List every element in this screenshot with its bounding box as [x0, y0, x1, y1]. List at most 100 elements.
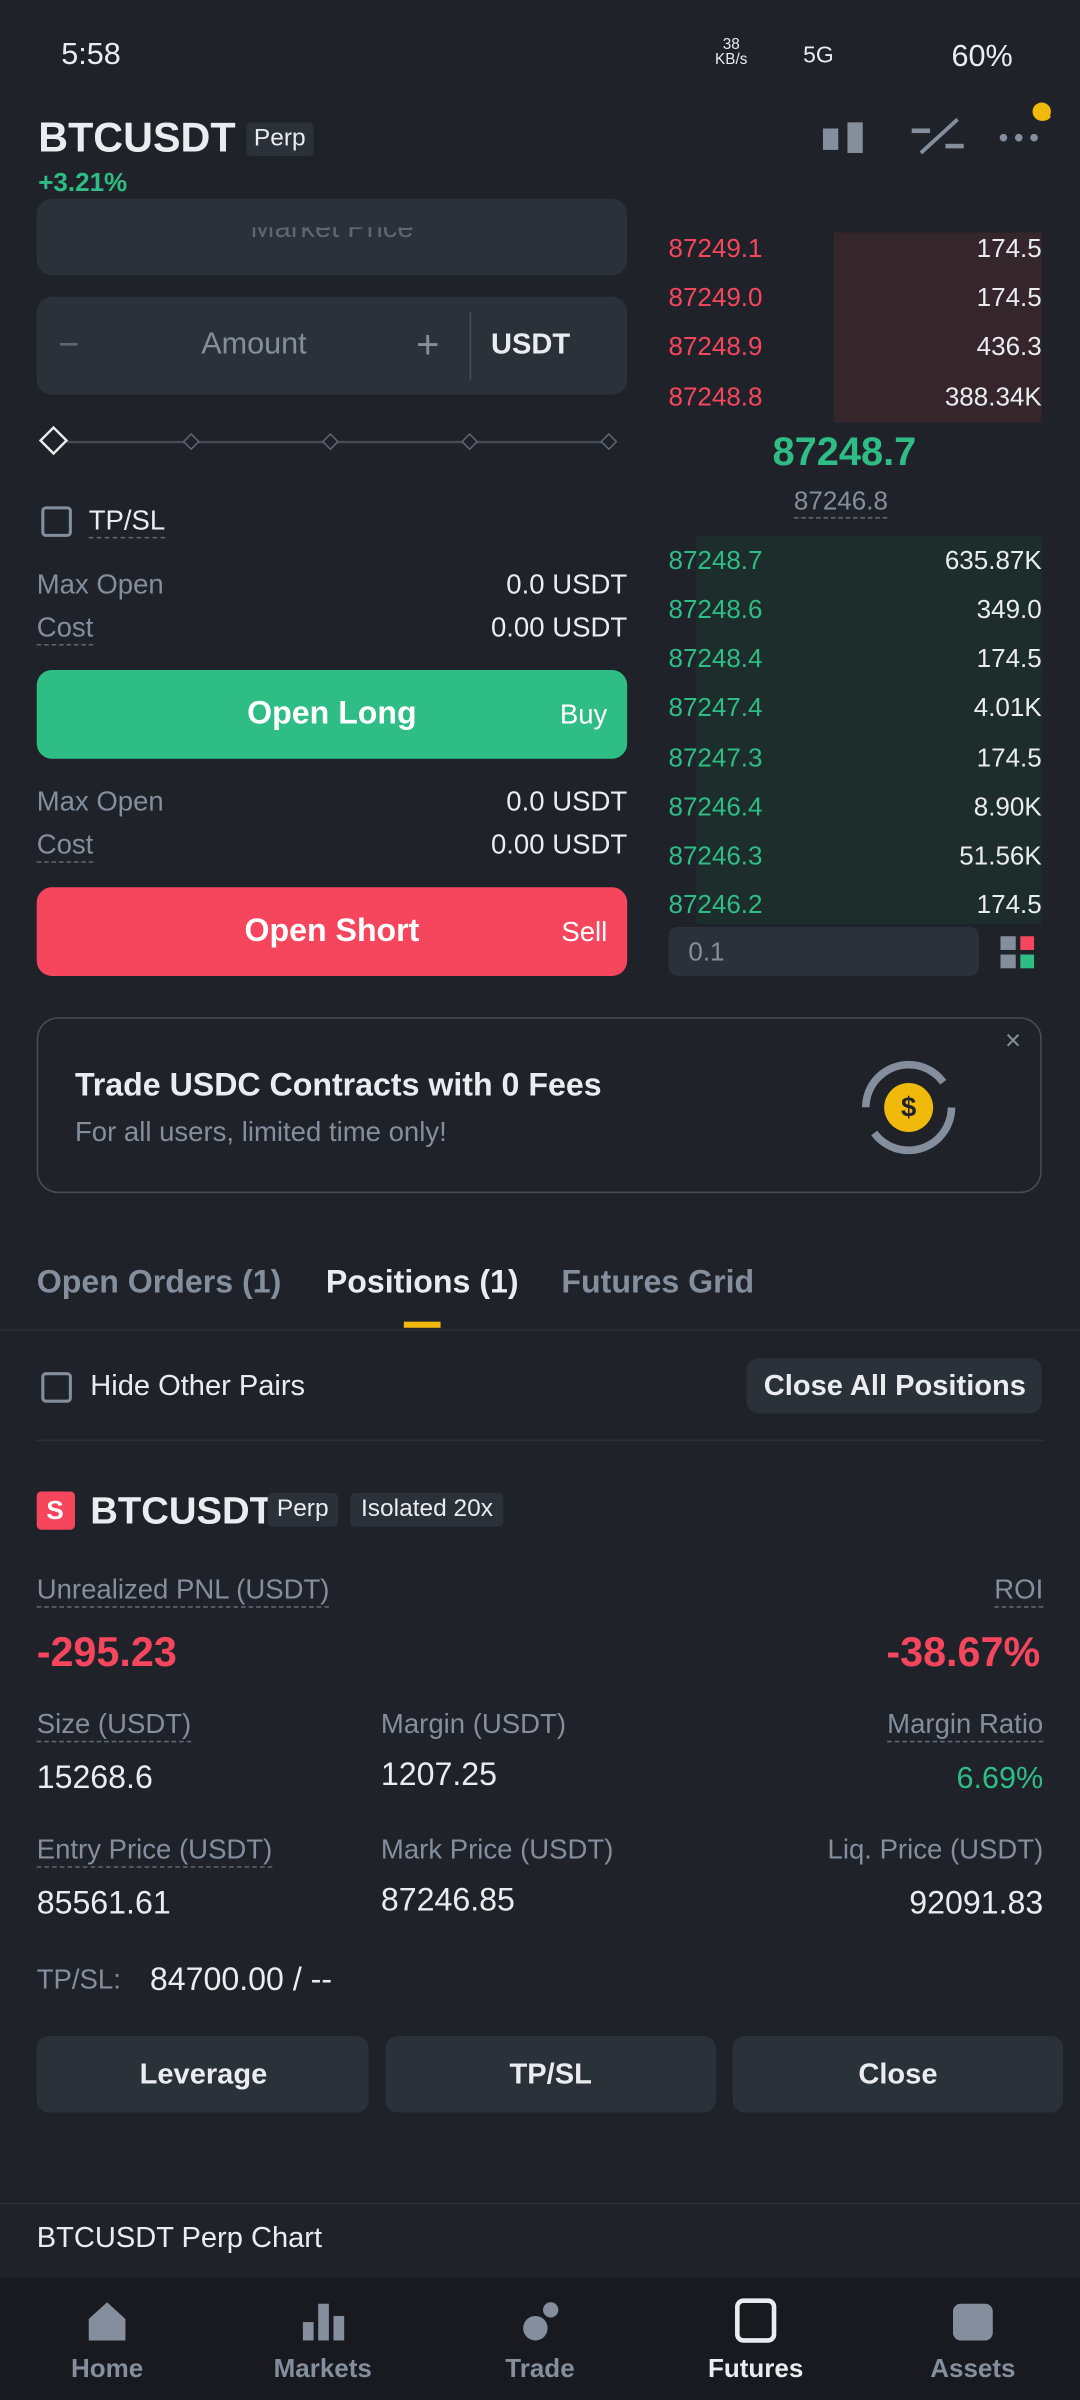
ask-depth — [833, 232, 1042, 423]
margin-label: Margin (USDT) — [380, 1708, 567, 1740]
bid-price: 87248.6 — [668, 595, 763, 625]
header-icons[interactable] — [820, 116, 1065, 162]
book-layout-icon[interactable] — [1000, 936, 1037, 970]
checkbox[interactable] — [41, 1372, 72, 1403]
margin-ratio-label: Margin Ratio — [887, 1709, 1044, 1743]
bid-price: 87246.2 — [668, 890, 763, 920]
banner-subtitle: For all users, limited time only! — [74, 1116, 447, 1148]
depth-select[interactable] — [668, 926, 980, 976]
bid-price: 87248.7 — [668, 545, 763, 575]
checkbox[interactable] — [41, 506, 72, 537]
svg-text:$: $ — [901, 1092, 916, 1123]
price-placeholder: Market Price — [250, 212, 414, 245]
ask-price: 87249.0 — [668, 283, 763, 313]
liq-label: Liq. Price (USDT) — [827, 1834, 1044, 1865]
max-open-label: Max Open — [36, 786, 164, 818]
status-network: 5G — [803, 42, 834, 69]
button-label[interactable]: Open Short — [244, 913, 420, 950]
bid-quantity: 8.90K — [973, 792, 1042, 822]
promo-banner[interactable] — [36, 1017, 1042, 1194]
cost-label: Cost — [36, 612, 94, 646]
nav-item[interactable]: Assets — [930, 2353, 1016, 2383]
max-open-value: 0.0 USDT — [506, 786, 628, 818]
position-tag: Perp — [267, 1492, 338, 1527]
bid-price: 87247.4 — [668, 693, 763, 723]
nav-item[interactable]: Home — [70, 2353, 144, 2383]
status-battery: 60% — [951, 39, 1013, 74]
nav-item[interactable]: Markets — [273, 2353, 372, 2383]
cost-value: 0.00 USDT — [490, 612, 628, 643]
tab[interactable]: Futures Grid — [561, 1265, 755, 1301]
tpsl-label: TP/SL: — [36, 1964, 121, 1996]
roi-value: -38.67% — [886, 1628, 1041, 1675]
amount-input[interactable] — [36, 296, 628, 395]
pnl-value: -295.23 — [36, 1628, 177, 1675]
price-input[interactable] — [36, 198, 628, 276]
cost-value: 0.00 USDT — [490, 829, 628, 860]
bid-price: 87247.3 — [668, 742, 763, 772]
liq-value: 92091.83 — [909, 1886, 1044, 1922]
entry-value: 85561.61 — [36, 1886, 171, 1922]
bid-quantity: 349.0 — [976, 595, 1042, 625]
tab[interactable]: Positions (1) — [325, 1265, 519, 1301]
side-badge — [36, 1491, 75, 1530]
close-banner[interactable]: × — [1005, 1024, 1022, 1056]
status-time: 5:58 — [61, 38, 121, 72]
close-button[interactable] — [732, 2036, 1064, 2113]
chart-bar[interactable] — [0, 2202, 1080, 2278]
bid-quantity: 174.5 — [976, 742, 1042, 772]
nav-item[interactable]: Futures — [707, 2353, 804, 2383]
separator — [36, 1439, 1044, 1441]
bid-price: 87246.3 — [668, 841, 763, 871]
notification-dot — [1032, 102, 1051, 121]
tpsl-label: TP/SL — [88, 505, 166, 539]
pnl-label: Unrealized PNL (USDT) — [36, 1574, 330, 1609]
ask-quantity: 388.34K — [944, 381, 1042, 412]
close-all-button[interactable] — [746, 1358, 1042, 1414]
unit-select[interactable]: USDT — [491, 328, 571, 361]
separator — [0, 1329, 1080, 1331]
chart-bar-label[interactable]: BTCUSDT Perp Chart — [36, 2222, 323, 2255]
hide-other-pairs[interactable]: Hide Other Pairs — [90, 1369, 306, 1403]
open-short-button[interactable] — [36, 887, 628, 976]
mark-value: 87246.85 — [380, 1883, 515, 1919]
price-change: +3.21% — [38, 167, 128, 198]
button-label[interactable]: Open Long — [247, 696, 417, 732]
tab[interactable]: Open Orders (1) — [36, 1265, 282, 1301]
close-all-label[interactable]: Close All Positions — [763, 1369, 1026, 1403]
size-label: Size (USDT) — [36, 1709, 192, 1743]
plus-button[interactable]: + — [416, 321, 440, 368]
ask-price: 87248.9 — [668, 332, 763, 362]
open-long-button[interactable] — [36, 670, 628, 759]
ask-quantity: 174.5 — [976, 283, 1042, 313]
banner-title: Trade USDC Contracts with 0 Fees — [74, 1068, 602, 1104]
ask-price: 87249.1 — [668, 233, 763, 263]
bid-quantity: 51.56K — [959, 841, 1042, 871]
promo-icon: $ — [861, 1060, 956, 1155]
bid-quantity: 635.87K — [944, 545, 1042, 575]
depth-value[interactable]: 0.1 — [688, 937, 725, 967]
tab-indicator — [403, 1321, 441, 1328]
roi-label: ROI — [994, 1574, 1044, 1609]
side-label: Sell — [561, 916, 608, 948]
position-button[interactable]: Leverage — [139, 2058, 268, 2091]
leverage-button[interactable] — [36, 2036, 369, 2113]
ask-price: 87248.8 — [668, 381, 763, 412]
minus-button[interactable]: − — [58, 323, 80, 365]
tpsl-button[interactable] — [385, 2036, 716, 2113]
symbol-tag: Perp — [246, 122, 314, 157]
position-button[interactable]: Close — [858, 2058, 938, 2091]
bid-quantity: 174.5 — [976, 644, 1042, 674]
status-speed: 38 KB/s — [715, 36, 748, 69]
nav-item[interactable]: Trade — [505, 2353, 575, 2383]
mark-price: 87246.8 — [793, 486, 888, 519]
bid-quantity: 174.5 — [976, 890, 1042, 920]
entry-label: Entry Price (USDT) — [36, 1834, 273, 1869]
slider[interactable] — [34, 422, 631, 462]
side-label: Buy — [559, 699, 608, 730]
position-button[interactable]: TP/SL — [509, 2058, 592, 2091]
cost-label: Cost — [36, 829, 94, 864]
margin-mode: Isolated 20x — [350, 1492, 504, 1527]
nav-icons — [88, 2298, 993, 2343]
